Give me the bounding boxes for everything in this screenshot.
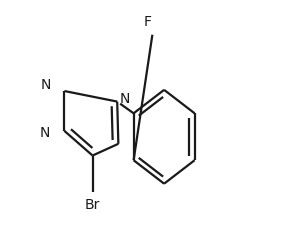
Text: F: F [144,15,152,29]
Text: Br: Br [85,198,100,212]
Text: N: N [120,92,130,106]
Text: N: N [39,126,50,140]
Text: N: N [40,78,51,92]
